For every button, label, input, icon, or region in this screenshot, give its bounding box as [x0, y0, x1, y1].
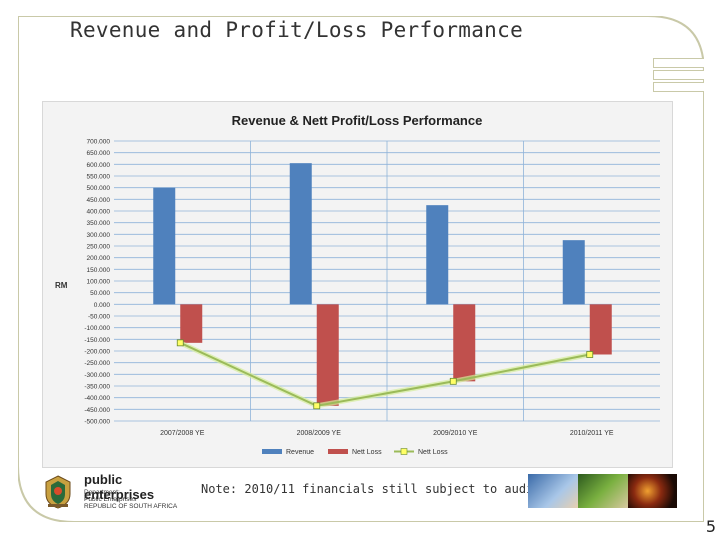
revenue-bar: [426, 205, 449, 305]
revenue-bar: [153, 187, 176, 305]
chart-title: Revenue & Nett Profit/Loss Performance: [232, 113, 483, 128]
y-tick-label: 0.000: [94, 302, 111, 309]
nett-loss-marker: [176, 339, 184, 347]
y-tick-label: -350.000: [84, 384, 110, 391]
audit-note: Note: 2010/11 financials still subject t…: [201, 482, 541, 496]
photo-hands: [528, 474, 578, 508]
legend: Revenue Nett Loss Nett Loss: [262, 448, 448, 456]
y-tick-label: -300.000: [84, 372, 110, 379]
logo-wordmark: public enterprises: [84, 472, 155, 502]
x-tick-label: 2008/2009 YE: [297, 430, 342, 437]
legend-label: Revenue: [286, 449, 314, 456]
nett-loss-bar: [180, 304, 203, 343]
legend-label: Nett Loss: [352, 449, 382, 456]
nett-loss-bar: [589, 304, 612, 355]
legend-swatch: [328, 449, 348, 454]
line-layer: [176, 339, 594, 410]
y-tick-label: 600.000: [87, 162, 111, 169]
x-tick-labels: 2007/2008 YE 2008/2009 YE 2009/2010 YE 2010…: [160, 430, 614, 437]
y-tick-label: -150.000: [84, 337, 110, 344]
y-tick-label: 200.000: [87, 255, 111, 262]
nett-loss-marker: [313, 402, 321, 410]
nett-loss-marker: [449, 377, 457, 385]
y-tick-label: 150.000: [87, 267, 111, 274]
revenue-bar: [562, 240, 585, 305]
photo-seedling: [578, 474, 628, 508]
y-tick-label: -100.000: [84, 325, 110, 332]
y-axis-label: RM: [55, 281, 68, 290]
y-tick-label: 650.000: [87, 150, 111, 157]
decor-bar-3: [653, 82, 704, 92]
legend-swatch: [262, 449, 282, 454]
revenue-profit-chart: Revenue & Nett Profit/Loss Performance 7…: [55, 113, 660, 456]
y-tick-label: 450.000: [87, 197, 111, 204]
y-tick-label: -450.000: [84, 407, 110, 414]
y-tick-label: 550.000: [87, 174, 111, 181]
x-tick-label: 2007/2008 YE: [160, 430, 205, 437]
y-tick-label: -200.000: [84, 349, 110, 356]
photo-spark: [628, 474, 677, 508]
y-tick-label: 50.000: [90, 290, 110, 297]
y-tick-label: -500.000: [84, 419, 110, 426]
y-tick-label: 100.000: [87, 279, 111, 286]
y-tick-label: 350.000: [87, 220, 111, 227]
nett-loss-marker: [586, 351, 594, 358]
y-tick-label: 300.000: [87, 232, 111, 239]
y-tick-label: 500.000: [87, 185, 111, 192]
y-tick-label: -400.000: [84, 395, 110, 402]
bar-layer: [153, 163, 612, 406]
decor-bar-2: [653, 70, 704, 80]
public-enterprises-logo: public enterprises Department: Public En…: [40, 472, 180, 512]
y-tick-label: 400.000: [87, 209, 111, 216]
grid-layer: [114, 140, 660, 422]
y-tick-label: 250.000: [87, 244, 111, 251]
x-tick-label: 2009/2010 YE: [433, 430, 478, 437]
y-tick-label: -250.000: [84, 360, 110, 367]
nett-loss-bar: [453, 304, 476, 382]
coat-of-arms-icon: [45, 475, 71, 509]
decor-bar-1: [653, 58, 704, 68]
legend-label: Nett Loss: [418, 449, 448, 456]
legend-marker: [400, 448, 408, 455]
page-number: 5: [705, 517, 716, 536]
nett-loss-bar: [316, 304, 339, 406]
y-tick-label: 700.000: [87, 139, 111, 146]
slide-title: Revenue and Profit/Loss Performance: [70, 18, 524, 42]
revenue-bar: [289, 163, 312, 305]
y-tick-labels: 700.000 650.000 600.000 550.000 500.000 450.0…: [84, 139, 110, 426]
y-tick-label: -50.000: [88, 314, 110, 321]
logo-line-2: Public Enterprises: [84, 496, 137, 503]
logo-line-1: Department:: [84, 489, 120, 496]
x-tick-label: 2010/2011 YE: [570, 430, 614, 437]
logo-line-3: REPUBLIC OF SOUTH AFRICA: [84, 503, 178, 510]
nett-loss-line: [179, 341, 590, 407]
